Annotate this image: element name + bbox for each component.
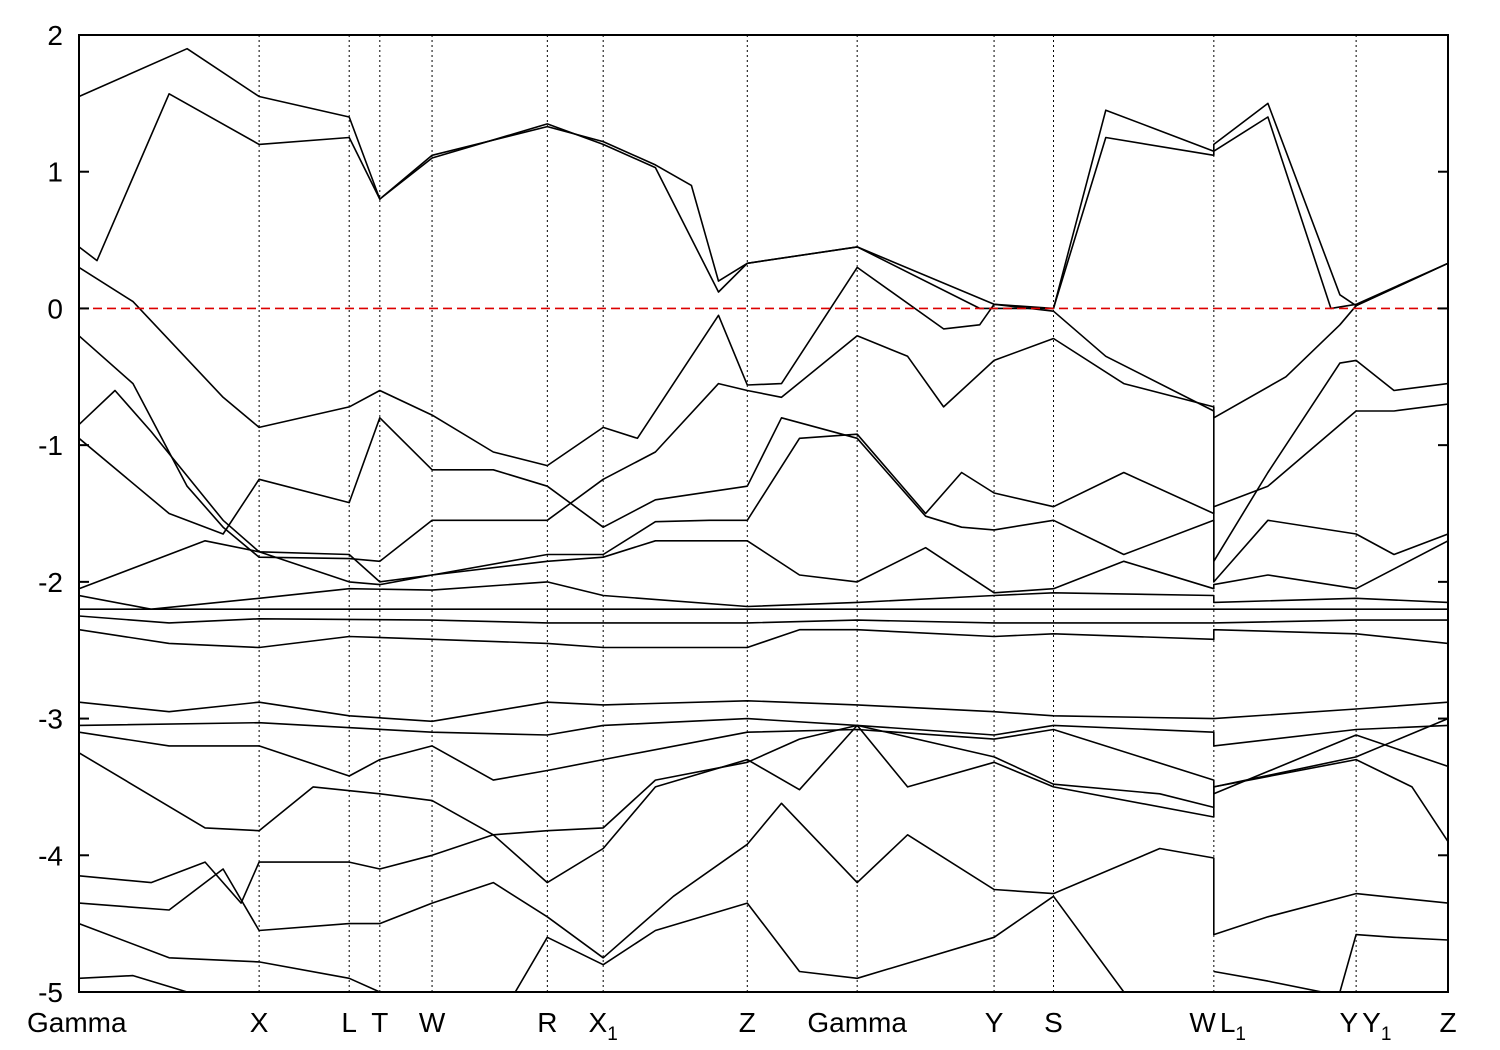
plot-frame: [78, 34, 1449, 993]
y-axis: 2 1 0 -1 -2 -3 -4 -5: [38, 20, 1448, 1008]
x-tick-label: S: [1044, 1007, 1063, 1038]
band-line-11: [79, 628, 1448, 649]
band-line-8: [79, 581, 1448, 610]
band-line-18: [79, 895, 1125, 992]
band-line-10: [79, 615, 1448, 624]
band-line-6: [79, 417, 1448, 583]
band-line-3: [79, 262, 1448, 467]
band-lines: [79, 47, 1448, 992]
x-tick-label: X: [250, 1007, 269, 1038]
x-tick-label: R: [537, 1007, 557, 1038]
x-tick-label: Z: [1439, 1007, 1456, 1038]
band-line-20: [1213, 970, 1323, 992]
x-tick-label: Y: [985, 1007, 1004, 1038]
y-tick-label: -2: [38, 567, 63, 598]
y-tick-label: -5: [38, 977, 63, 1008]
x-tick-label: X1: [589, 1007, 618, 1045]
x-tick-label: T: [371, 1007, 388, 1038]
high-symmetry-lines: [258, 35, 1357, 992]
band-line-17: [79, 802, 1448, 959]
y-tick-label: 0: [47, 293, 63, 324]
x-axis: Gamma X L T W R X1 Z Gamma Y S W L1 Y Y1 Z: [27, 1007, 1457, 1045]
band-line-7: [79, 540, 1448, 594]
y-tick-label: 2: [47, 20, 63, 51]
x-tick-label: Gamma: [807, 1007, 907, 1038]
x-tick-label: Z: [739, 1007, 756, 1038]
band-line-19: [79, 974, 188, 992]
y-tick-label: -4: [38, 840, 63, 871]
x-tick-label: W: [1189, 1007, 1216, 1038]
band-line-4: [79, 335, 1448, 563]
band-line-21: [1339, 933, 1448, 992]
x-tick-label: Y: [1339, 1007, 1358, 1038]
x-tick-label: W: [419, 1007, 446, 1038]
y-tick-label: -3: [38, 704, 63, 735]
y-tick-label: -1: [38, 430, 63, 461]
band-line-1: [79, 47, 1448, 310]
band-line-16: [79, 717, 1448, 904]
x-tick-label: L: [341, 1007, 357, 1038]
y-tick-label: 1: [47, 157, 63, 188]
band-line-5: [79, 389, 1448, 583]
band-line-12: [79, 700, 1448, 723]
band-line-2: [79, 93, 1448, 310]
x-tick-label: Gamma: [27, 1007, 127, 1038]
x-tick-label: Y1: [1362, 1007, 1391, 1045]
band-line-14: [79, 728, 1448, 795]
x-tick-label: L1: [1220, 1007, 1246, 1045]
